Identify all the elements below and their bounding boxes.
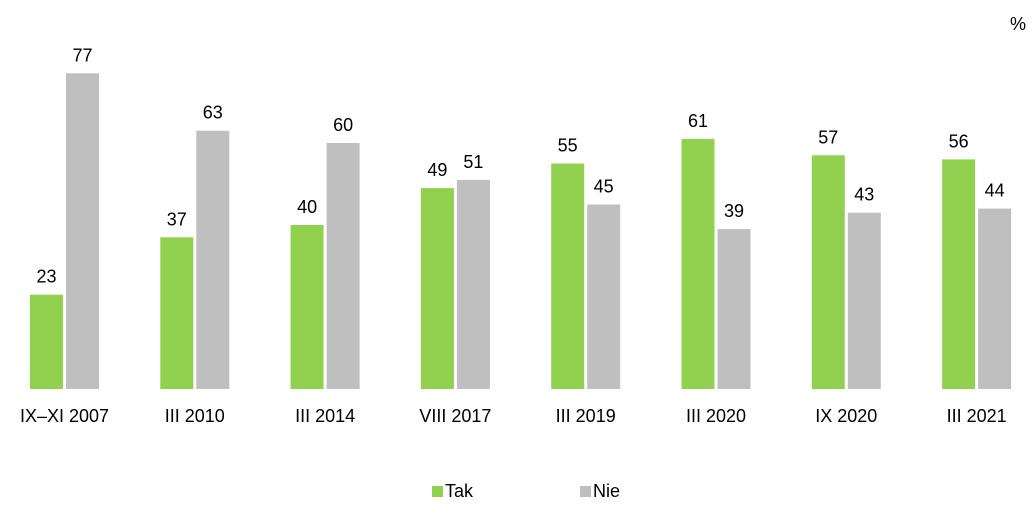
x-tick-label: III 2014 xyxy=(295,406,355,426)
data-label: 60 xyxy=(333,115,353,135)
bar-tak xyxy=(160,237,194,389)
data-label: 45 xyxy=(594,177,614,197)
data-label: 57 xyxy=(818,127,838,147)
legend-label-tak: Tak xyxy=(445,481,474,501)
bar-tak xyxy=(942,159,976,389)
bar-group: 23 77 IX–XI 2007 xyxy=(20,45,109,426)
legend-swatch-nie xyxy=(580,486,591,497)
bar-group: 56 44 III 2021 xyxy=(942,131,1012,426)
bar-nie xyxy=(196,130,230,389)
bar-tak xyxy=(420,188,454,389)
bar-nie xyxy=(717,229,751,389)
data-label: 63 xyxy=(203,103,223,123)
data-label: 56 xyxy=(949,131,969,151)
bar-group: 49 51 VIII 2017 xyxy=(419,152,491,426)
bar-group: 40 60 III 2014 xyxy=(290,115,360,426)
bar-group: 55 45 III 2019 xyxy=(551,136,621,426)
bar-nie xyxy=(587,204,621,389)
unit-label: % xyxy=(1009,14,1026,34)
bar-tak xyxy=(30,294,63,389)
data-label: 55 xyxy=(558,136,578,156)
x-tick-label: III 2010 xyxy=(165,406,225,426)
bar-nie xyxy=(456,179,490,389)
legend: Tak Nie xyxy=(432,481,620,501)
data-label: 51 xyxy=(463,152,483,172)
data-label: 40 xyxy=(297,197,317,217)
data-label: 39 xyxy=(724,201,744,221)
data-label: 43 xyxy=(854,185,874,205)
x-tick-label: VIII 2017 xyxy=(419,406,491,426)
bar-tak xyxy=(811,155,845,389)
x-tick-label: III 2021 xyxy=(947,406,1007,426)
bar-nie xyxy=(847,212,881,389)
bar-group: 61 39 III 2020 xyxy=(681,111,751,426)
data-label: 23 xyxy=(36,267,56,287)
bar-tak xyxy=(290,225,324,389)
bar-group: 37 63 III 2010 xyxy=(160,103,230,426)
bar-nie xyxy=(978,208,1012,389)
x-tick-label: III 2020 xyxy=(686,406,746,426)
data-label: 77 xyxy=(72,45,92,65)
legend-swatch-tak xyxy=(432,486,443,497)
bar-group: 57 43 IX 2020 xyxy=(811,127,881,426)
data-label: 49 xyxy=(427,160,447,180)
bar-nie xyxy=(66,73,99,390)
data-label: 44 xyxy=(985,181,1005,201)
x-tick-label: III 2019 xyxy=(556,406,616,426)
data-label: 37 xyxy=(167,209,187,229)
data-label: 61 xyxy=(688,111,708,131)
legend-label-nie: Nie xyxy=(593,481,620,501)
bar-tak xyxy=(551,163,585,389)
bar-nie xyxy=(326,143,360,389)
x-tick-label: IX–XI 2007 xyxy=(20,406,109,426)
bar-tak xyxy=(681,138,715,389)
x-tick-label: IX 2020 xyxy=(815,406,877,426)
